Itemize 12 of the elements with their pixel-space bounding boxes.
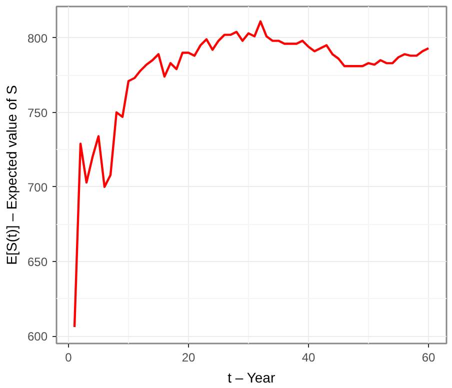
y-tick-label: 600 (27, 330, 48, 344)
x-tick-label: 20 (182, 350, 196, 364)
y-tick-label: 650 (27, 254, 48, 269)
y-tick-label: 750 (27, 106, 48, 120)
x-axis-title: t – Year (228, 370, 276, 386)
x-tick-label: 40 (302, 350, 316, 364)
x-tick-label: 60 (422, 350, 436, 364)
y-axis-title: E[S(t)] – Expected value of S (3, 85, 20, 265)
y-tick-label: 700 (27, 180, 48, 194)
line-series (73, 20, 430, 328)
x-tick-label: 0 (65, 350, 72, 364)
y-tick-label: 800 (27, 31, 48, 46)
